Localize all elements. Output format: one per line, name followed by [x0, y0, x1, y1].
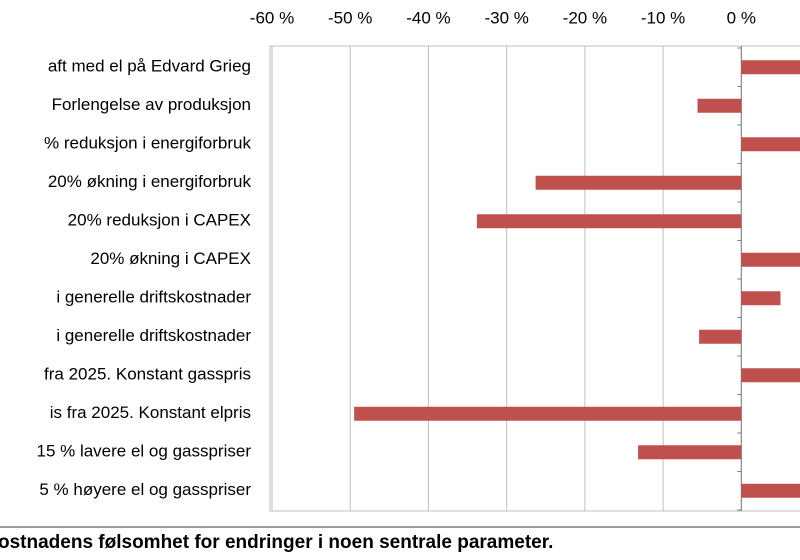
- caption: ostnadens følsomhet for endringer i noen…: [0, 532, 553, 553]
- y-tick-label: aft med el på Edvard Grieg: [48, 57, 251, 76]
- y-tick-label: is fra 2025. Konstant elpris: [50, 403, 251, 422]
- y-tick-label: 20% reduksjon i CAPEX: [68, 211, 251, 230]
- x-tick-label: 0 %: [727, 8, 756, 27]
- bar: [741, 483, 800, 498]
- y-tick-label: Forlengelse av produksjon: [52, 95, 251, 114]
- bar: [699, 329, 742, 344]
- x-tick-label: -10 %: [641, 8, 685, 27]
- bar: [535, 175, 742, 190]
- bar: [741, 252, 800, 267]
- x-tick-label: -30 %: [484, 8, 528, 27]
- y-tick-label: 20% økning i energiforbruk: [48, 172, 252, 191]
- y-tick-label: i generelle driftskostnader: [56, 326, 251, 345]
- y-tick-label: i generelle driftskostnader: [56, 288, 251, 307]
- x-tick-label: -20 %: [563, 8, 607, 27]
- bar: [741, 137, 800, 152]
- bar: [741, 291, 781, 306]
- bar: [741, 368, 800, 383]
- y-tick-label: 5 % høyere el og gasspriser: [39, 480, 251, 499]
- y-tick-label: 20% økning i CAPEX: [90, 249, 251, 268]
- x-tick-label: -60 %: [250, 8, 294, 27]
- y-tick-label: 15 % lavere el og gasspriser: [36, 442, 251, 461]
- x-tick-label: -50 %: [328, 8, 372, 27]
- y-tick-label: % reduksjon i energiforbruk: [44, 134, 251, 153]
- bar: [476, 214, 742, 229]
- bar: [638, 445, 742, 460]
- bar: [741, 60, 800, 75]
- y-tick-label: fra 2025. Konstant gasspris: [44, 365, 251, 384]
- x-tick-label: -40 %: [406, 8, 450, 27]
- bar: [697, 98, 742, 113]
- plot-frame: [269, 45, 800, 512]
- bar: [354, 406, 742, 421]
